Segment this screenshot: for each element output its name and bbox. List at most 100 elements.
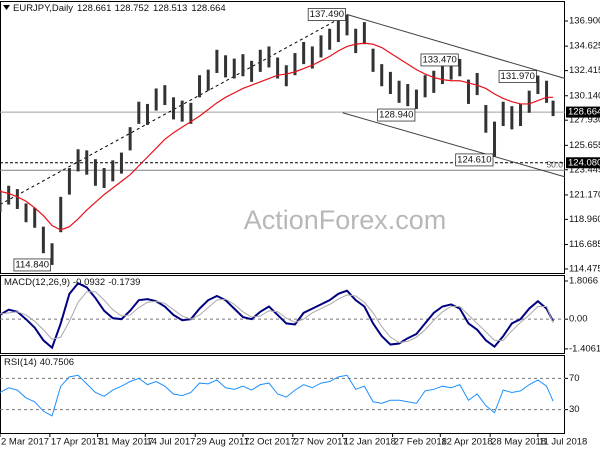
- panel-frame: [0, 1, 565, 274]
- annotation: 133.470: [420, 53, 459, 67]
- price-bar: [293, 53, 297, 76]
- price-bar: [111, 160, 115, 182]
- price-bar: [501, 101, 505, 127]
- price-bar: [414, 89, 418, 110]
- price-bar: [128, 127, 132, 151]
- price-bar: [41, 226, 45, 254]
- last-bar-value: 128.661: [77, 3, 111, 14]
- price-bar: [475, 72, 479, 96]
- annotation-label: 137.490: [310, 9, 344, 20]
- price-bar: [545, 80, 549, 103]
- y-tick-label: 121.170: [569, 189, 600, 200]
- indicator-line: [0, 291, 554, 343]
- price-bar: [345, 14, 349, 36]
- price-bar: [551, 100, 555, 117]
- price-bar: [85, 150, 89, 175]
- price-bar: [198, 75, 202, 98]
- price-bar: [466, 79, 470, 104]
- annotation: 137.490: [307, 8, 346, 21]
- price-bar: [397, 80, 401, 103]
- price-bar: [510, 106, 514, 130]
- price-bar: [267, 46, 271, 68]
- price-bar: [250, 60, 254, 82]
- y-tick-label: 132.415: [569, 65, 600, 76]
- panel-frame: [0, 355, 565, 434]
- price-bar: [224, 55, 228, 78]
- y-tick-label: 114.475: [569, 263, 600, 274]
- y-tick-label: 136.900: [569, 16, 600, 27]
- y-tick-label: 123.445: [569, 164, 600, 175]
- price-bar: [493, 121, 497, 157]
- trend-line: [342, 112, 566, 178]
- y-tick-label: 116.685: [569, 239, 600, 250]
- y-tick-label: 118.960: [569, 214, 600, 225]
- price-bar: [536, 75, 540, 94]
- price-bar: [145, 103, 149, 125]
- x-tick-label: 17 Apr 2017: [51, 437, 102, 448]
- y-tick-label: -1.4061: [569, 343, 600, 354]
- price-bar: [258, 49, 262, 72]
- price-bar: [206, 69, 210, 91]
- indicator-value: 40.7506: [40, 357, 74, 368]
- price-bar: [76, 149, 80, 172]
- x-tick-label: 2 Mar 2017: [1, 437, 49, 448]
- price-bar: [15, 189, 19, 209]
- level-label: 124.080: [568, 157, 600, 168]
- price-bar: [440, 61, 444, 85]
- y-tick-label: 30: [569, 404, 580, 415]
- price-bar: [215, 49, 219, 73]
- y-tick-label: 0.00: [569, 314, 588, 325]
- moving-average: [0, 42, 554, 231]
- indicator-title: RSI(14) 40.7506: [4, 357, 74, 368]
- price-bar: [336, 18, 340, 43]
- x-tick-label: 27 Feb 2018: [394, 437, 447, 448]
- x-tick-label: 11 Jul 2018: [539, 437, 587, 448]
- y-tick-label: 1.8066: [569, 276, 598, 287]
- price-bar: [93, 159, 97, 186]
- price-bar: [423, 75, 427, 98]
- last-bar-value: 128.664: [191, 3, 225, 14]
- annotation-label: 133.470: [422, 54, 456, 65]
- annotation-label: 124.610: [457, 154, 491, 165]
- price-bar: [380, 64, 384, 87]
- price-bar: [388, 71, 392, 94]
- price-bar: [432, 70, 436, 93]
- price-bar: [449, 59, 453, 80]
- y-tick-label: 134.625: [569, 41, 600, 52]
- annotation: 128.940: [377, 108, 416, 122]
- price-bar: [154, 88, 158, 111]
- indicator-value: -0.1739: [108, 277, 140, 288]
- x-tick-label: 12 Apr 2018: [441, 437, 492, 448]
- annotation-box: [307, 8, 346, 21]
- price-bar: [328, 28, 332, 50]
- annotation: 131.970: [498, 70, 537, 83]
- annotation: 124.610: [455, 153, 494, 167]
- price-bar: [24, 203, 28, 223]
- price-bar: [189, 102, 193, 124]
- price-bar: [519, 103, 523, 127]
- price-bar: [180, 100, 184, 122]
- annotation-box: [498, 70, 537, 83]
- price-bar: [406, 84, 410, 107]
- trend-line: [346, 14, 566, 79]
- chart-title: EURJPY,Daily 128.661 128.752 128.513 128.664: [13, 3, 226, 14]
- title-text: EURJPY,Daily: [13, 3, 73, 14]
- price-bar: [33, 207, 37, 228]
- price-bar: [371, 48, 375, 72]
- price-bar: [0, 190, 2, 213]
- indicator-line: [0, 281, 554, 350]
- price-bar: [67, 168, 71, 195]
- price-bar: [50, 243, 54, 265]
- price-bar: [137, 101, 141, 124]
- x-tick-label: 28 May 2018: [491, 437, 546, 448]
- annotation-box: [455, 153, 494, 167]
- annotation-label: 128.940: [379, 110, 413, 121]
- price-bar: [7, 185, 11, 205]
- last-bar-value: 128.752: [115, 3, 149, 14]
- indicator-value: -0.0932: [73, 277, 105, 288]
- indicator-name: RSI(14): [4, 357, 37, 368]
- price-bar: [102, 168, 106, 188]
- x-tick-label: 31 May 2017: [99, 437, 154, 448]
- indicator-line: [0, 374, 554, 417]
